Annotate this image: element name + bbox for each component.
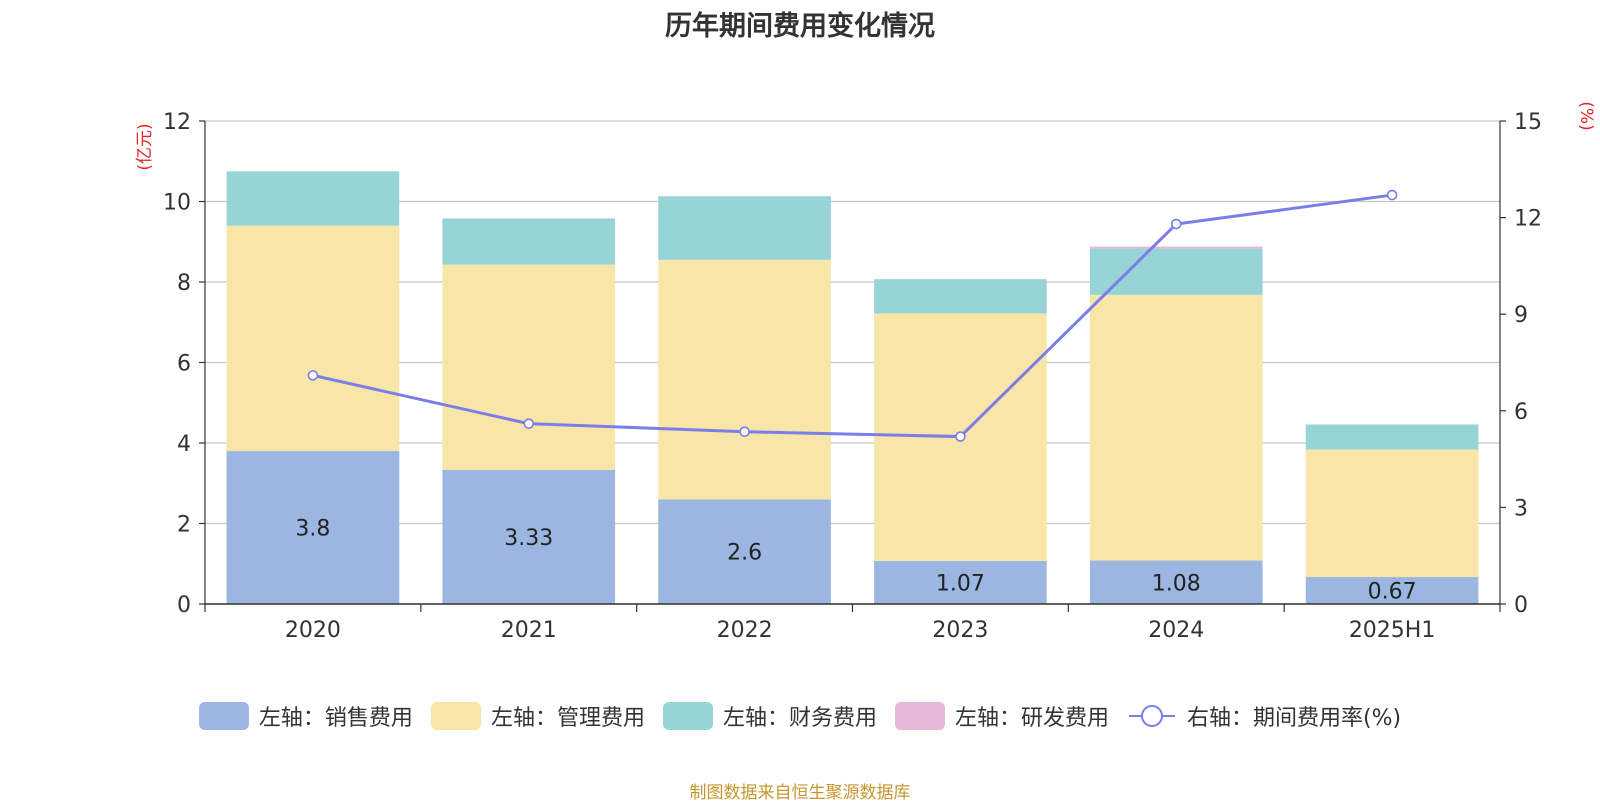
bar-data-label: 3.33 <box>504 526 553 551</box>
rate-point <box>307 370 319 381</box>
bar-segment <box>874 279 1047 314</box>
x-tick-label: 2025H1 <box>1349 618 1436 643</box>
legend-line-marker <box>1128 705 1175 727</box>
rate-point <box>1170 218 1182 230</box>
rate-point <box>739 426 750 438</box>
bar-segment <box>442 218 616 265</box>
bar-segment <box>1305 424 1479 450</box>
bar-segment <box>1089 294 1263 561</box>
bar-segment <box>442 264 616 470</box>
right-tick-label: 15 <box>1514 110 1542 135</box>
legend-item[interactable]: 左轴：研发费用 <box>894 700 1109 732</box>
bar-segment <box>226 451 400 604</box>
x-tick-label: 2023 <box>932 618 988 643</box>
left-tick-label: 4 <box>177 432 191 457</box>
legend-swatch <box>894 702 945 730</box>
bar-segment <box>226 225 400 452</box>
left-tick-label: 8 <box>177 271 191 296</box>
x-tick-label: 2021 <box>501 618 557 643</box>
bar-data-label: 0.67 <box>1368 580 1417 605</box>
bar-segment <box>1089 248 1263 295</box>
axes: 0 2 4 6 8 10 12 0 3 6 9 12 15 (亿元) (%) 2020 2021 2022 2023… <box>135 101 1596 643</box>
bar-data-label: 1.07 <box>936 571 985 596</box>
left-tick-label: 2 <box>177 513 191 538</box>
rate-series-line <box>312 193 1393 439</box>
legend-item[interactable]: 左轴：财务费用 <box>662 700 877 732</box>
left-tick-label: 6 <box>177 352 191 377</box>
bar-segment <box>658 499 831 604</box>
bar-data-label: 2.6 <box>727 541 762 566</box>
bar-segment <box>226 171 400 226</box>
legend: 左轴：销售费用 左轴：管理费用 左轴：财务费用 左轴：研发费用 右轴：期间费用率(%) <box>0 700 1600 732</box>
right-tick-label: 0 <box>1514 593 1528 618</box>
bars <box>226 171 1479 604</box>
legend-label: 左轴：销售费用 <box>258 706 413 731</box>
right-axis-label: (%) <box>1576 101 1596 130</box>
bar-data-label: 3.8 <box>295 517 330 542</box>
rate-point <box>955 431 966 442</box>
data-labels: 3.8 3.33 2.6 1.07 1.08 0.67 <box>295 517 1416 605</box>
legend-swatch <box>662 702 713 730</box>
bar-segment <box>658 196 831 260</box>
right-tick-label: 9 <box>1514 303 1528 328</box>
bar-segment <box>874 560 1047 604</box>
data-source-note: 制图数据来自恒生聚源数据库 <box>689 783 911 803</box>
right-tick-label: 6 <box>1514 400 1528 425</box>
legend-label: 左轴：财务费用 <box>722 706 877 731</box>
x-tick-label: 2024 <box>1148 618 1204 643</box>
legend-label: 左轴：研发费用 <box>954 706 1109 731</box>
bar-data-label: 1.08 <box>1152 571 1201 596</box>
x-tick-label: 2020 <box>285 618 341 643</box>
left-tick-label: 0 <box>177 593 191 618</box>
legend-item[interactable]: 左轴：销售费用 <box>198 700 413 732</box>
rate-point <box>1386 189 1398 201</box>
legend-item[interactable]: 右轴：期间费用率(%) <box>1127 700 1401 732</box>
left-axis-label: (亿元) <box>135 123 155 170</box>
legend-label: 左轴：管理费用 <box>490 706 645 731</box>
rate-point <box>523 418 535 429</box>
left-tick-label: 12 <box>163 110 191 135</box>
right-tick-label: 12 <box>1514 207 1542 232</box>
bar-segment <box>1089 246 1263 249</box>
bar-segment <box>1305 577 1479 604</box>
bar-segment <box>442 469 616 604</box>
left-tick-label: 10 <box>163 191 191 216</box>
legend-swatch <box>430 702 481 730</box>
legend-swatch <box>198 702 249 730</box>
chart-plot: 0 2 4 6 8 10 12 0 3 6 9 12 15 (亿元) (%) 2020 2021 2022 2023… <box>135 101 1596 643</box>
right-tick-label: 3 <box>1514 496 1528 521</box>
chart-title: 历年期间费用变化情况 <box>665 11 935 42</box>
legend-label: 右轴：期间费用率(%) <box>1186 706 1402 731</box>
rate-line <box>307 189 1398 442</box>
bar-segment <box>658 259 831 500</box>
bar-segment <box>1089 560 1263 604</box>
bar-segment <box>1305 449 1479 578</box>
legend-item[interactable]: 左轴：管理费用 <box>430 700 645 732</box>
x-tick-label: 2022 <box>717 618 773 643</box>
